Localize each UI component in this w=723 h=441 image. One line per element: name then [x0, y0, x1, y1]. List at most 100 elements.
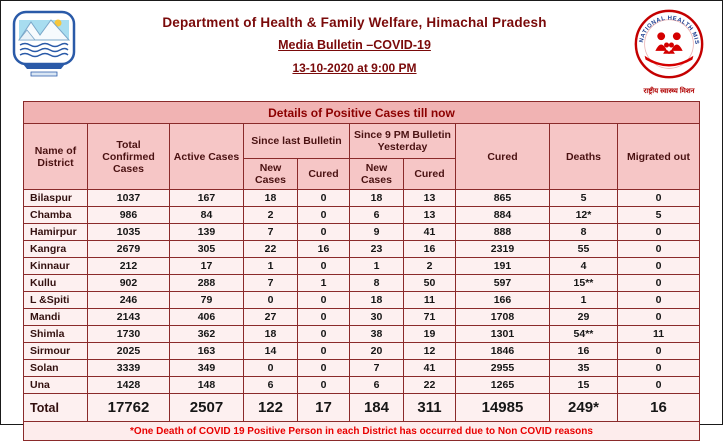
value-cell: 0	[296, 257, 350, 275]
table-row: Mandi 2143 406 27 0 30 71 1708 29 0	[22, 308, 701, 326]
value-cell: 1846	[454, 342, 550, 360]
value-cell: 20	[348, 342, 404, 360]
table-body: Bilaspur 1037 167 18 0 18 13 865 5 0 Chamba 986 84 2 0…	[22, 189, 701, 422]
col-header-since-last-bulletin: Since last Bulletin	[242, 123, 350, 159]
value-cell: 54**	[548, 325, 618, 343]
value-cell: 184	[348, 393, 404, 422]
value-cell: 2679	[86, 240, 170, 258]
value-cell: 7	[242, 274, 298, 292]
district-name: Hamirpur	[22, 223, 88, 241]
value-cell: 0	[296, 359, 350, 377]
value-cell: 16	[548, 342, 618, 360]
value-cell: 11	[616, 325, 701, 343]
col-header-new-cases-last: New Cases	[242, 158, 298, 190]
value-cell: 29	[548, 308, 618, 326]
district-name: Kullu	[22, 274, 88, 292]
value-cell: 14	[242, 342, 298, 360]
value-cell: 166	[454, 291, 550, 309]
value-cell: 12*	[548, 206, 618, 224]
col-header-deaths: Deaths	[548, 123, 618, 190]
value-cell: 23	[348, 240, 404, 258]
value-cell: 11	[402, 291, 456, 309]
covid-cases-table: Details of Positive Cases till now Name …	[22, 101, 701, 441]
value-cell: 14985	[454, 393, 550, 422]
value-cell: 35	[548, 359, 618, 377]
value-cell: 884	[454, 206, 550, 224]
value-cell: 16	[296, 240, 350, 258]
value-cell: 0	[616, 376, 701, 394]
value-cell: 17	[168, 257, 244, 275]
value-cell: 2319	[454, 240, 550, 258]
value-cell: 8	[548, 223, 618, 241]
value-cell: 22	[242, 240, 298, 258]
nhm-logo: NATIONAL HEALTH MISSION राष्ट्रीय स्वास्…	[626, 3, 712, 96]
col-header-since-9pm-yesterday: Since 9 PM Bulletin Yesterday	[348, 123, 456, 159]
value-cell: 2	[402, 257, 456, 275]
value-cell: 2025	[86, 342, 170, 360]
nhm-caption: राष्ट्रीय स्वास्थ्य मिशन	[643, 88, 695, 95]
value-cell: 17762	[86, 393, 170, 422]
hp-govt-emblem-icon	[11, 6, 83, 97]
value-cell: 139	[168, 223, 244, 241]
value-cell: 0	[296, 189, 350, 207]
value-cell: 13	[402, 189, 456, 207]
value-cell: 1708	[454, 308, 550, 326]
value-cell: 1	[348, 257, 404, 275]
value-cell: 19	[402, 325, 456, 343]
table-row: Kullu 902 288 7 1 8 50 597 15** 0	[22, 274, 701, 292]
value-cell: 0	[296, 291, 350, 309]
value-cell: 311	[402, 393, 456, 422]
value-cell: 2955	[454, 359, 550, 377]
value-cell: 1	[242, 257, 298, 275]
value-cell: 122	[242, 393, 298, 422]
nhm-logo-icon: NATIONAL HEALTH MISSION	[627, 3, 704, 79]
value-cell: 7	[242, 223, 298, 241]
value-cell: 0	[296, 206, 350, 224]
value-cell: 41	[402, 223, 456, 241]
value-cell: 50	[402, 274, 456, 292]
table-row: Kangra 2679 305 22 16 23 16 2319 55 0	[22, 240, 701, 258]
value-cell: 0	[616, 359, 701, 377]
col-header-district: Name of District	[22, 123, 88, 190]
value-cell: 15**	[548, 274, 618, 292]
value-cell: 0	[296, 342, 350, 360]
value-cell: 55	[548, 240, 618, 258]
total-row: Total 17762 2507 122 17 184 311 14985 249* 16	[22, 393, 701, 422]
value-cell: 7	[348, 359, 404, 377]
table-row: L &Spiti 246 79 0 0 18 11 166 1 0	[22, 291, 701, 309]
value-cell: 5	[616, 206, 701, 224]
value-cell: 1730	[86, 325, 170, 343]
table-title-row: Details of Positive Cases till now	[22, 101, 701, 124]
district-name: Shimla	[22, 325, 88, 343]
district-name: Kangra	[22, 240, 88, 258]
value-cell: 0	[616, 342, 701, 360]
value-cell: 41	[402, 359, 456, 377]
value-cell: 27	[242, 308, 298, 326]
value-cell: 84	[168, 206, 244, 224]
value-cell: 0	[616, 240, 701, 258]
value-cell: 18	[348, 189, 404, 207]
value-cell: 0	[242, 359, 298, 377]
table-row: Shimla 1730 362 18 0 38 19 1301 54** 11	[22, 325, 701, 343]
table-row: Chamba 986 84 2 0 6 13 884 12* 5	[22, 206, 701, 224]
value-cell: 288	[168, 274, 244, 292]
value-cell: 902	[86, 274, 170, 292]
hp-emblem-svg	[12, 10, 76, 77]
value-cell: 212	[86, 257, 170, 275]
value-cell: 71	[402, 308, 456, 326]
value-cell: 8	[348, 274, 404, 292]
bulletin-title: Media Bulletin –COVID-19	[278, 38, 431, 52]
value-cell: 163	[168, 342, 244, 360]
nhm-family-icon	[644, 32, 694, 67]
district-name: L &Spiti	[22, 291, 88, 309]
table-row: Bilaspur 1037 167 18 0 18 13 865 5 0	[22, 189, 701, 207]
value-cell: 406	[168, 308, 244, 326]
value-cell: 9	[348, 223, 404, 241]
value-cell: 6	[348, 206, 404, 224]
value-cell: 18	[348, 291, 404, 309]
district-name: Sirmour	[22, 342, 88, 360]
value-cell: 6	[242, 376, 298, 394]
value-cell: 0	[296, 376, 350, 394]
value-cell: 305	[168, 240, 244, 258]
